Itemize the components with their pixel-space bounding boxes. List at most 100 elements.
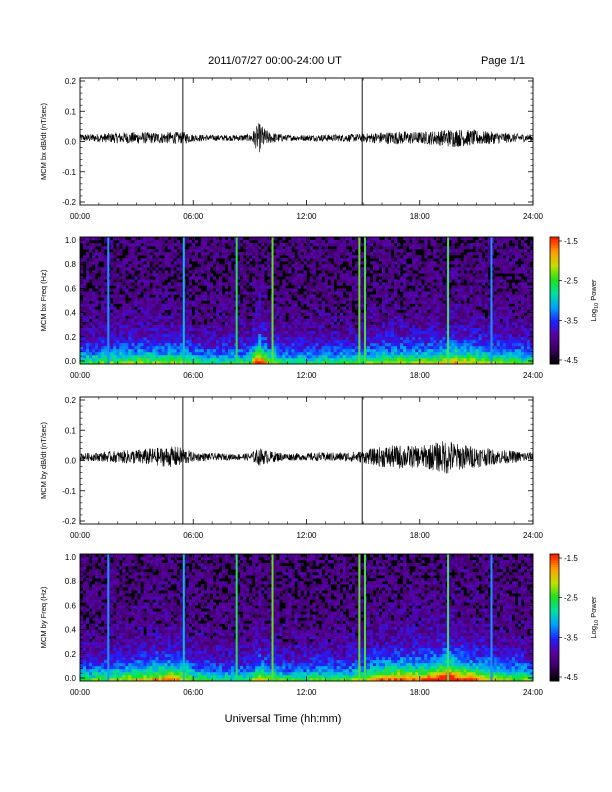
- heatmap-cell: [487, 279, 492, 283]
- heatmap-cell: [203, 312, 208, 316]
- heatmap-cell: [273, 354, 277, 359]
- heatmap-cell: [209, 285, 214, 289]
- heatmap-cell: [442, 348, 446, 353]
- heatmap-cell: [188, 318, 193, 322]
- heatmap-cell: [415, 306, 419, 310]
- heatmap-cell: [466, 288, 470, 292]
- heatmap-cell: [499, 300, 504, 304]
- heatmap-cell: [155, 333, 159, 338]
- heatmap-cell: [412, 291, 416, 295]
- heatmap-cell: [197, 300, 202, 304]
- figure-title: 2011/07/27 00:00-24:00 UT: [208, 55, 342, 67]
- heatmap-cell: [354, 288, 359, 292]
- heatmap-cell: [460, 303, 464, 307]
- heatmap-cell: [134, 237, 138, 241]
- heatmap-cell: [282, 360, 286, 365]
- heatmap-cell: [318, 243, 322, 247]
- heatmap-cell: [140, 288, 144, 292]
- heatmap-cell: [240, 309, 244, 313]
- heatmap-cell: [403, 258, 407, 262]
- heatmap-cell: [342, 243, 347, 247]
- heatmap-cell: [427, 351, 431, 356]
- heatmap-cell: [140, 315, 144, 319]
- heatmap-cell: [188, 336, 193, 341]
- heatmap-cell: [243, 303, 247, 307]
- heatmap-cell: [427, 258, 431, 262]
- heatmap-cell: [122, 345, 126, 350]
- heatmap-cell: [110, 315, 114, 319]
- heatmap-cell: [378, 339, 383, 344]
- heatmap-cell: [354, 315, 359, 319]
- heatmap-cell: [152, 360, 156, 365]
- heatmap-cell: [173, 303, 177, 307]
- heatmap-cell: [315, 276, 319, 280]
- heatmap-cell: [382, 294, 386, 298]
- heatmap-cell: [110, 270, 114, 274]
- heatmap-cell: [406, 357, 410, 362]
- heatmap-cell: [388, 312, 392, 316]
- heatmap-cell: [469, 264, 473, 268]
- heatmap-cell: [80, 360, 84, 365]
- heatmap-cell: [475, 324, 479, 329]
- heatmap-cell: [351, 246, 356, 250]
- heatmap-cell: [89, 273, 93, 277]
- heatmap-cell: [191, 351, 196, 356]
- heatmap-cell: [122, 267, 126, 271]
- heatmap-cell: [83, 324, 87, 329]
- heatmap-cell: [273, 324, 277, 329]
- heatmap-cell: [385, 276, 389, 280]
- heatmap-cell: [149, 237, 153, 241]
- heatmap-cell: [203, 345, 208, 350]
- heatmap-cell: [375, 360, 380, 365]
- heatmap-cell: [273, 345, 277, 350]
- heatmap-cell: [463, 276, 467, 280]
- heatmap-cell: [466, 252, 470, 256]
- heatmap-cell: [158, 264, 162, 268]
- heatmap-cell: [339, 279, 344, 283]
- heatmap-cell: [197, 333, 202, 338]
- heatmap-cell: [412, 315, 416, 319]
- heatmap-cell: [496, 276, 501, 280]
- heatmap-cell: [128, 240, 132, 244]
- heatmap-cell: [487, 306, 492, 310]
- heatmap-cell: [430, 288, 434, 292]
- heatmap-cell: [439, 318, 443, 322]
- heatmap-cell: [134, 297, 138, 301]
- heatmap-cell: [128, 249, 132, 253]
- heatmap-cell: [342, 240, 347, 244]
- heatmap-cell: [321, 315, 325, 319]
- heatmap-cell: [375, 306, 380, 310]
- heatmap-cell: [481, 333, 485, 338]
- series-line: [79, 122, 534, 153]
- heatmap-cell: [185, 348, 190, 353]
- heatmap-cell: [415, 348, 419, 353]
- heatmap-cell: [104, 351, 108, 356]
- heatmap-cell: [372, 240, 377, 244]
- heatmap-cell: [496, 258, 501, 262]
- heatmap-cell: [327, 240, 331, 244]
- heatmap-cell: [173, 324, 177, 329]
- heatmap-cell: [436, 315, 440, 319]
- heatmap-cell: [231, 294, 235, 298]
- heatmap-cell: [179, 267, 183, 271]
- heatmap-cell: [442, 339, 446, 344]
- heatmap-cell: [421, 312, 425, 316]
- heatmap-cell: [252, 342, 256, 347]
- heatmap-cell: [212, 324, 217, 329]
- heatmap-cell: [80, 309, 84, 313]
- heatmap-cell: [164, 291, 168, 295]
- heatmap-cell: [209, 297, 214, 301]
- heatmap-cell: [104, 264, 108, 268]
- heatmap-cell: [448, 288, 452, 292]
- heatmap-cell: [409, 333, 413, 338]
- heatmap-cell: [149, 306, 153, 310]
- heatmap-cell: [303, 345, 307, 350]
- heatmap-cell: [252, 339, 256, 344]
- heatmap-cell: [496, 291, 501, 295]
- heatmap-cell: [273, 327, 277, 332]
- heatmap-cell: [436, 279, 440, 283]
- heatmap-cell: [303, 339, 307, 344]
- heatmap-cell: [342, 297, 347, 301]
- heatmap-cell: [237, 252, 241, 256]
- heatmap-cell: [336, 339, 341, 344]
